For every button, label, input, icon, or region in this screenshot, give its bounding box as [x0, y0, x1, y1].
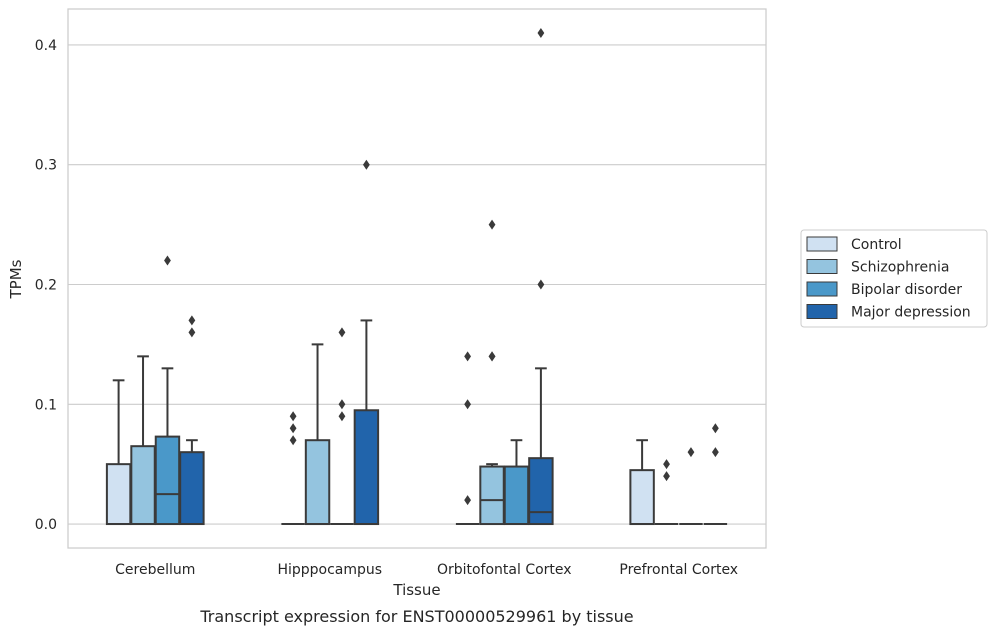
box: [130, 355, 156, 526]
outlier-point: [464, 399, 472, 410]
outlier-point: [164, 255, 171, 266]
box-body: [105, 463, 132, 526]
box: [654, 459, 679, 526]
outlier-point: [711, 423, 719, 434]
outlier-point: [537, 27, 545, 38]
box: [703, 423, 728, 526]
x-axis-ticks: Cerebellum Hipppocampus Orbitofontal Corte…: [115, 562, 738, 578]
box-body: [503, 465, 530, 526]
legend-entry: Bipolar disorder: [851, 282, 962, 298]
box: [330, 327, 354, 526]
outlier-point: [338, 411, 346, 422]
legend: Control Schizophrenia Bipolar disorder Majo…: [800, 229, 988, 328]
y-tick-label: 0.4: [35, 38, 57, 54]
box-body: [179, 451, 205, 526]
box: [353, 159, 380, 526]
box-body: [528, 457, 554, 526]
outlier-point: [711, 447, 719, 458]
outlier-point: [464, 351, 472, 362]
outlier-point: [488, 351, 496, 362]
box-body: [154, 435, 181, 526]
x-axis-label: Tissue: [392, 581, 440, 599]
outlier-point: [289, 411, 297, 422]
legend-swatch: [806, 236, 838, 252]
outlier-point: [464, 495, 472, 506]
outlier-point: [188, 315, 196, 326]
x-tick-label: Orbitofontal Cortex: [437, 562, 572, 578]
y-axis-ticks: 0.0 0.1 0.2 0.3 0.4: [35, 38, 57, 533]
plot-area: [105, 27, 728, 526]
box-body: [353, 409, 380, 526]
box: [455, 351, 480, 526]
x-tick-label: Prefrontal Cortex: [619, 562, 738, 578]
x-tick-label: Hipppocampus: [277, 562, 382, 578]
legend-swatch: [806, 259, 838, 274]
outlier-point: [362, 159, 370, 170]
box-body: [304, 439, 331, 526]
box-body: [479, 465, 505, 526]
outlier-point: [687, 447, 695, 458]
box: [304, 343, 331, 526]
y-tick-label: 0.2: [35, 277, 57, 293]
box-body: [130, 445, 156, 526]
x-tick-label: Cerebellum: [115, 562, 195, 578]
box-body: [629, 469, 655, 526]
legend-swatch: [806, 304, 838, 319]
outlier-point: [289, 423, 297, 434]
legend-frame: [800, 229, 988, 328]
box: [679, 447, 703, 526]
box: [179, 315, 205, 526]
legend-entry: Schizophrenia: [851, 260, 949, 276]
outlier-point: [663, 471, 670, 482]
box: [154, 255, 181, 526]
y-tick-label: 0.1: [35, 397, 57, 413]
outlier-point: [188, 327, 196, 338]
legend-entry: Major depression: [851, 305, 971, 321]
outlier-point: [289, 435, 297, 446]
outlier-point: [338, 327, 346, 338]
box: [281, 411, 305, 526]
outlier-point: [537, 279, 545, 290]
legend-entry: Control: [851, 237, 902, 253]
box: [528, 27, 554, 526]
plot-frame: [67, 8, 767, 549]
y-tick-label: 0.3: [35, 158, 57, 174]
y-axis-label: TPMs: [7, 259, 25, 299]
outlier-point: [488, 219, 496, 230]
y-tick-label: 0.0: [35, 517, 57, 533]
box: [479, 219, 505, 526]
outlier-point: [663, 459, 670, 470]
outlier-point: [338, 399, 346, 410]
box: [105, 379, 132, 526]
box: [629, 439, 655, 526]
chart-caption: Transcript expression for ENST0000052996…: [199, 607, 633, 626]
box: [503, 439, 530, 526]
legend-swatch: [806, 281, 838, 297]
